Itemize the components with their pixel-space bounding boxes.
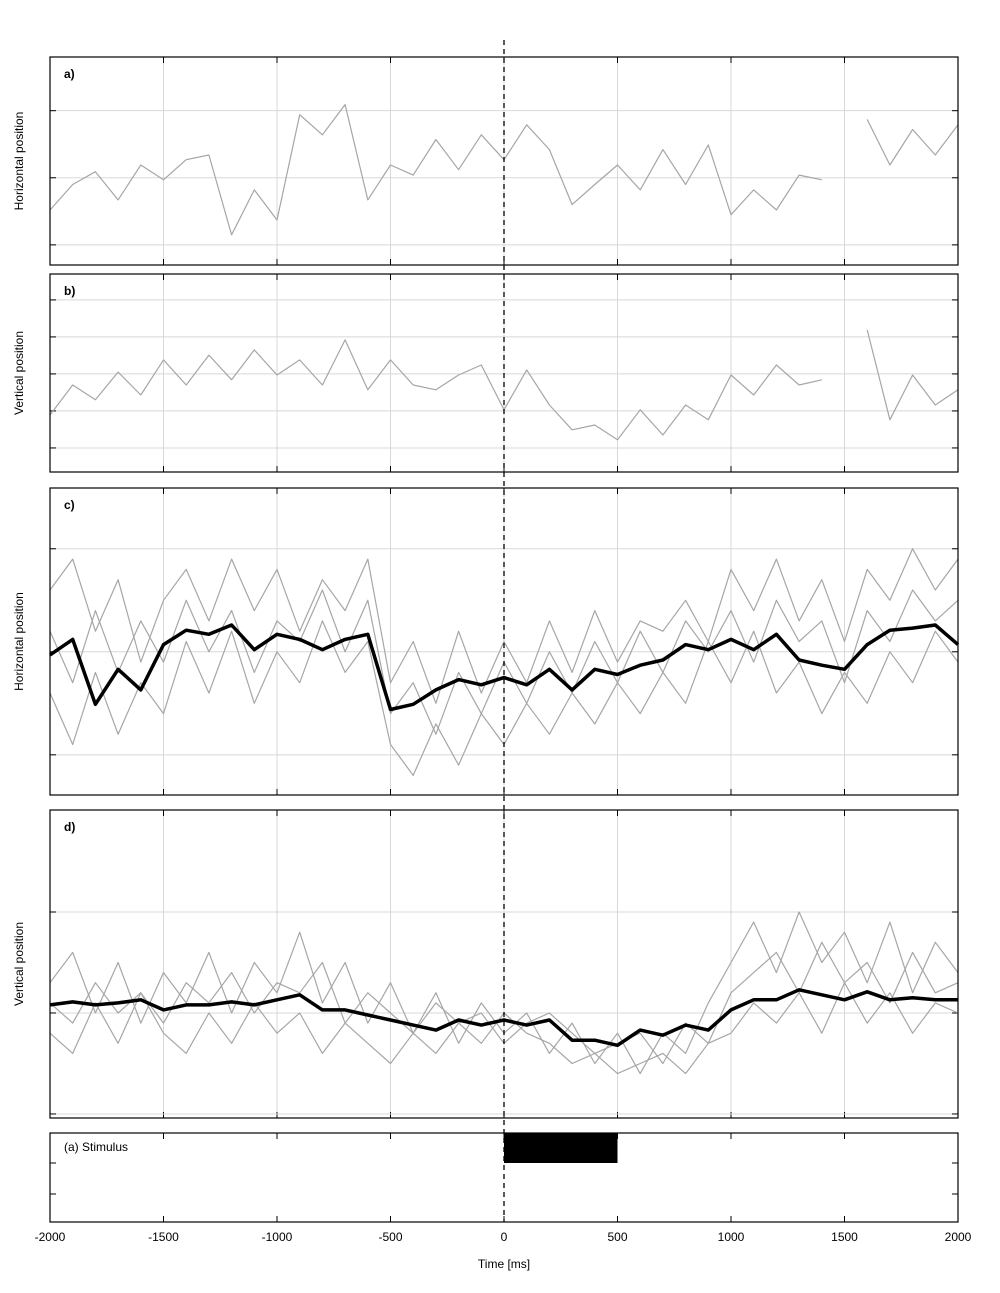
y-axis-title: Vertical position bbox=[12, 922, 26, 1006]
y-axis-title: Vertical position bbox=[12, 331, 26, 415]
panel-title: a) bbox=[64, 67, 75, 81]
y-axis-title: Horizontal position bbox=[12, 112, 26, 211]
trace bbox=[49, 329, 959, 441]
stimulus-label: (a) Stimulus bbox=[64, 1140, 128, 1154]
x-tick-label: 2000 bbox=[945, 1230, 972, 1244]
trace bbox=[49, 988, 958, 1048]
x-tick-label: 0 bbox=[501, 1230, 508, 1244]
x-tick-label: 500 bbox=[607, 1230, 627, 1244]
x-tick-label: -500 bbox=[378, 1230, 402, 1244]
panel-frame bbox=[49, 487, 959, 796]
x-tick-label: 1000 bbox=[718, 1230, 745, 1244]
trace bbox=[49, 104, 959, 236]
x-tick-label: -2000 bbox=[35, 1230, 66, 1244]
trace bbox=[49, 623, 960, 712]
stimulus-bar bbox=[504, 1133, 618, 1163]
x-tick-label: 1500 bbox=[831, 1230, 858, 1244]
panel-title: d) bbox=[64, 820, 75, 834]
panel-title: c) bbox=[64, 498, 75, 512]
trace bbox=[49, 548, 959, 704]
x-tick-label: -1000 bbox=[262, 1230, 293, 1244]
x-axis-title: Time [ms] bbox=[478, 1257, 530, 1271]
x-tick-label: -1500 bbox=[148, 1230, 179, 1244]
y-axis-title: Horizontal position bbox=[12, 592, 26, 691]
panel-title: b) bbox=[64, 284, 75, 298]
